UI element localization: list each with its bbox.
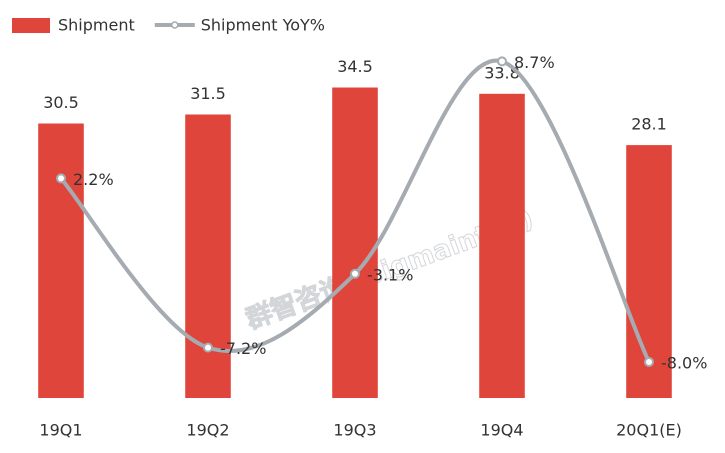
line-value-label: -7.2%: [220, 339, 266, 358]
x-tick-label: 19Q2: [186, 421, 229, 440]
line-point: [56, 173, 66, 184]
line-point: [497, 56, 507, 67]
line-value-label: 8.7%: [514, 53, 555, 72]
bar-value-label: 31.5: [190, 84, 226, 103]
line-value-label: -8.0%: [661, 354, 707, 373]
bar-value-label: 34.5: [337, 57, 373, 76]
bar: [332, 87, 378, 398]
line: [59, 58, 651, 364]
legend-swatch: [12, 18, 50, 33]
line-value-label: -3.1%: [367, 265, 413, 284]
bar-value-label: 30.5: [43, 93, 79, 112]
bar: [38, 123, 84, 398]
line-point: [350, 268, 360, 279]
line-point: [203, 342, 213, 353]
line-value-label: 2.2%: [73, 170, 114, 189]
x-tick-label: 19Q3: [333, 421, 376, 440]
legend-label: Shipment YoY%: [201, 16, 325, 35]
legend-label: Shipment: [58, 16, 135, 35]
x-tick-label: 19Q1: [39, 421, 82, 440]
bar: [626, 145, 672, 398]
line-point: [644, 357, 654, 367]
legend-swatch-dot: [171, 21, 179, 29]
bar: [479, 93, 525, 399]
bar-value-label: 28.1: [631, 115, 667, 134]
x-tick-label: 19Q4: [480, 421, 523, 440]
x-tick-label: 20Q1(E): [616, 421, 682, 440]
